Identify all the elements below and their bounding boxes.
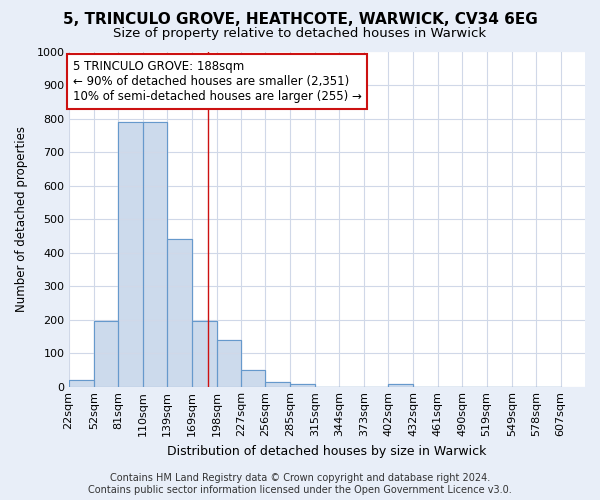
Polygon shape (143, 122, 167, 387)
Polygon shape (217, 340, 241, 387)
Polygon shape (118, 122, 143, 387)
Polygon shape (68, 380, 94, 387)
Text: 5, TRINCULO GROVE, HEATHCOTE, WARWICK, CV34 6EG: 5, TRINCULO GROVE, HEATHCOTE, WARWICK, C… (62, 12, 538, 28)
Text: Size of property relative to detached houses in Warwick: Size of property relative to detached ho… (113, 28, 487, 40)
X-axis label: Distribution of detached houses by size in Warwick: Distribution of detached houses by size … (167, 444, 487, 458)
Text: Contains HM Land Registry data © Crown copyright and database right 2024.
Contai: Contains HM Land Registry data © Crown c… (88, 474, 512, 495)
Text: 5 TRINCULO GROVE: 188sqm
← 90% of detached houses are smaller (2,351)
10% of sem: 5 TRINCULO GROVE: 188sqm ← 90% of detach… (73, 60, 362, 103)
Polygon shape (192, 322, 217, 387)
Y-axis label: Number of detached properties: Number of detached properties (15, 126, 28, 312)
Polygon shape (290, 384, 315, 387)
Polygon shape (241, 370, 265, 387)
Polygon shape (167, 240, 192, 387)
Polygon shape (94, 322, 118, 387)
Polygon shape (388, 384, 413, 387)
Polygon shape (265, 382, 290, 387)
